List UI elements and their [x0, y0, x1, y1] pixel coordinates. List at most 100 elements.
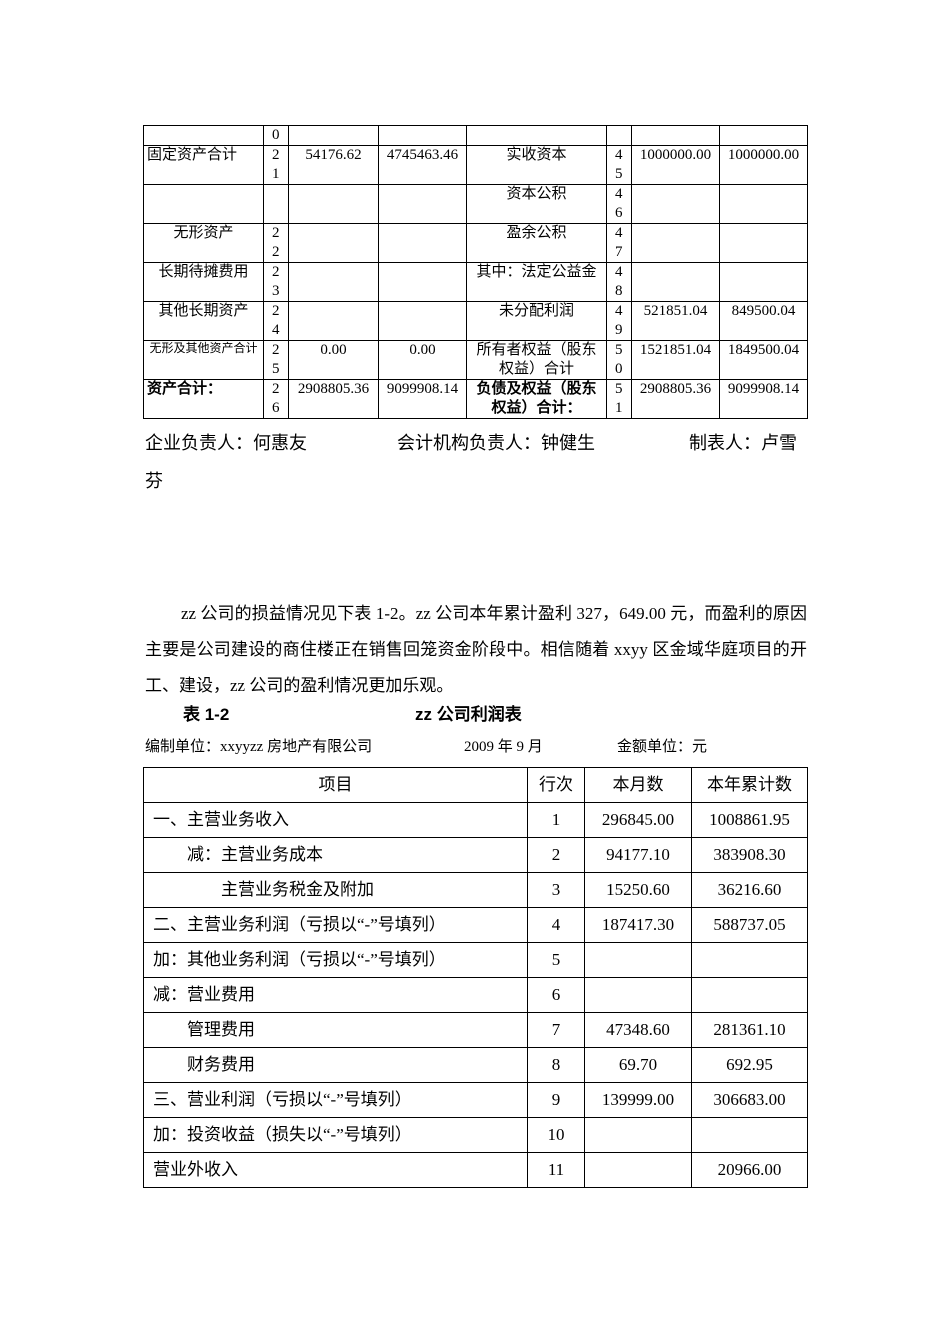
- table-cell: [378, 301, 467, 341]
- table-cell: 2908805.36: [631, 379, 720, 419]
- table-row: 固定资产合计 21 54176.62 4745463.46 实收资本 45 1000000.…: [143, 145, 808, 185]
- table-cell: 1849500.04: [719, 340, 808, 380]
- item-cell: 加：投资收益（损失以“-”号填列）: [143, 1117, 528, 1153]
- table-cell: [719, 184, 808, 224]
- item-cell: 管理费用: [143, 1012, 528, 1048]
- table-row: 资产合计： 26 2908805.36 9099908.14 负债及权益（股东权益）合计…: [143, 379, 808, 419]
- table-cell: 25: [263, 340, 289, 380]
- this-month-cell: 69.70: [584, 1047, 692, 1083]
- table-row: 长期待摊费用 23 其中：法定公益金 48: [143, 262, 808, 302]
- this-month-cell: 47348.60: [584, 1012, 692, 1048]
- table-cell: [466, 125, 607, 146]
- table-row: 无形资产 22 盈余公积 47: [143, 223, 808, 263]
- table-cell: 24: [263, 301, 289, 341]
- year-to-date-cell: 306683.00: [691, 1082, 808, 1118]
- table-cell: 0: [263, 125, 289, 146]
- table-row: 0: [143, 125, 808, 146]
- table-cell: 48: [606, 262, 632, 302]
- table-cell: 46: [606, 184, 632, 224]
- table-cell: 2908805.36: [288, 379, 379, 419]
- line-no-cell: 4: [527, 907, 585, 943]
- table-header-row: 项目 行次 本月数 本年累计数: [143, 767, 808, 803]
- enterprise-head: 企业负责人：何惠友: [145, 433, 307, 453]
- table-cell: 849500.04: [719, 301, 808, 341]
- this-month-cell: 15250.60: [584, 872, 692, 908]
- year-to-date-cell: 588737.05: [691, 907, 808, 943]
- table-cell: 负债及权益（股东权益）合计：: [466, 379, 607, 419]
- table-cell: 盈余公积: [466, 223, 607, 263]
- item-cell: 营业外收入: [143, 1152, 528, 1188]
- line-no-cell: 3: [527, 872, 585, 908]
- line-no-cell: 5: [527, 942, 585, 978]
- item-cell: 加：其他业务利润（亏损以“-”号填列）: [143, 942, 528, 978]
- year-to-date-cell: 20966.00: [691, 1152, 808, 1188]
- item-cell: 一、主营业务收入: [143, 802, 528, 838]
- line-no-cell: 11: [527, 1152, 585, 1188]
- table-row: 减：主营业务成本 2 94177.10 383908.30: [143, 837, 808, 873]
- table-row: 管理费用 7 47348.60 281361.10: [143, 1012, 808, 1048]
- header-item: 项目: [143, 767, 528, 803]
- table-cell: 22: [263, 223, 289, 263]
- table-cell: 1000000.00: [631, 145, 720, 185]
- prepared-by-unit: 编制单位：xxyyzz 房地产有限公司: [145, 739, 373, 755]
- table-row: 营业外收入 11 20966.00: [143, 1152, 808, 1188]
- table-cell: [378, 125, 467, 146]
- table-row: 主营业务税金及附加 3 15250.60 36216.60: [143, 872, 808, 908]
- table-cell: 23: [263, 262, 289, 302]
- item-cell: 财务费用: [143, 1047, 528, 1083]
- line-no-cell: 1: [527, 802, 585, 838]
- table-cell: [631, 184, 720, 224]
- table-cell: [143, 125, 264, 146]
- table-row: 加：投资收益（损失以“-”号填列） 10: [143, 1117, 808, 1153]
- item-cell: 主营业务税金及附加: [143, 872, 528, 908]
- table-cell: 49: [606, 301, 632, 341]
- table-cell: 长期待摊费用: [143, 262, 264, 302]
- item-cell: 减：主营业务成本: [143, 837, 528, 873]
- balance-sheet-table: 0 固定资产合计 21 54176.62 4745463.46 实收资本 45 1000000…: [143, 125, 808, 419]
- table-cell: [288, 301, 379, 341]
- line-no-cell: 9: [527, 1082, 585, 1118]
- table-row: 财务费用 8 69.70 692.95: [143, 1047, 808, 1083]
- table-row: 加：其他业务利润（亏损以“-”号填列） 5: [143, 942, 808, 978]
- header-this-month: 本月数: [584, 767, 692, 803]
- table-cell: 9099908.14: [378, 379, 467, 419]
- table-cell: [378, 262, 467, 302]
- table-cell: 所有者权益（股东权益）合计: [466, 340, 607, 380]
- year-to-date-cell: 383908.30: [691, 837, 808, 873]
- table-cell: [719, 223, 808, 263]
- table-cell: [631, 125, 720, 146]
- table-cell: [631, 262, 720, 302]
- line-no-cell: 6: [527, 977, 585, 1013]
- table-cell: [719, 262, 808, 302]
- line-no-cell: 10: [527, 1117, 585, 1153]
- table-number: 表 1-2: [183, 705, 230, 724]
- year-to-date-cell: 1008861.95: [691, 802, 808, 838]
- this-month-cell: 94177.10: [584, 837, 692, 873]
- table-cell: 26: [263, 379, 289, 419]
- table-cell: 1000000.00: [719, 145, 808, 185]
- currency-unit: 金额单位：元: [617, 739, 708, 755]
- table-cell: 47: [606, 223, 632, 263]
- table-cell: [143, 184, 264, 224]
- table-cell: [719, 125, 808, 146]
- table-cell: [378, 223, 467, 263]
- year-to-date-cell: 36216.60: [691, 872, 808, 908]
- income-statement-table: 项目 行次 本月数 本年累计数 一、主营业务收入 1 296845.00 100886…: [143, 767, 808, 1188]
- table-cell: [288, 262, 379, 302]
- table-cell: 未分配利润: [466, 301, 607, 341]
- line-no-cell: 8: [527, 1047, 585, 1083]
- item-cell: 二、主营业务利润（亏损以“-”号填列）: [143, 907, 528, 943]
- item-cell: 减：营业费用: [143, 977, 528, 1013]
- preparer: 制表人：卢雪: [689, 433, 797, 453]
- year-to-date-cell: [691, 1117, 808, 1153]
- table-cell: 其中：法定公益金: [466, 262, 607, 302]
- this-month-cell: [584, 1117, 692, 1153]
- table-cell: 无形及其他资产合计: [143, 340, 264, 380]
- table-cell: 实收资本: [466, 145, 607, 185]
- this-month-cell: 139999.00: [584, 1082, 692, 1118]
- table-row: 一、主营业务收入 1 296845.00 1008861.95: [143, 802, 808, 838]
- table-cell: [263, 184, 289, 224]
- this-month-cell: [584, 1152, 692, 1188]
- year-to-date-cell: 281361.10: [691, 1012, 808, 1048]
